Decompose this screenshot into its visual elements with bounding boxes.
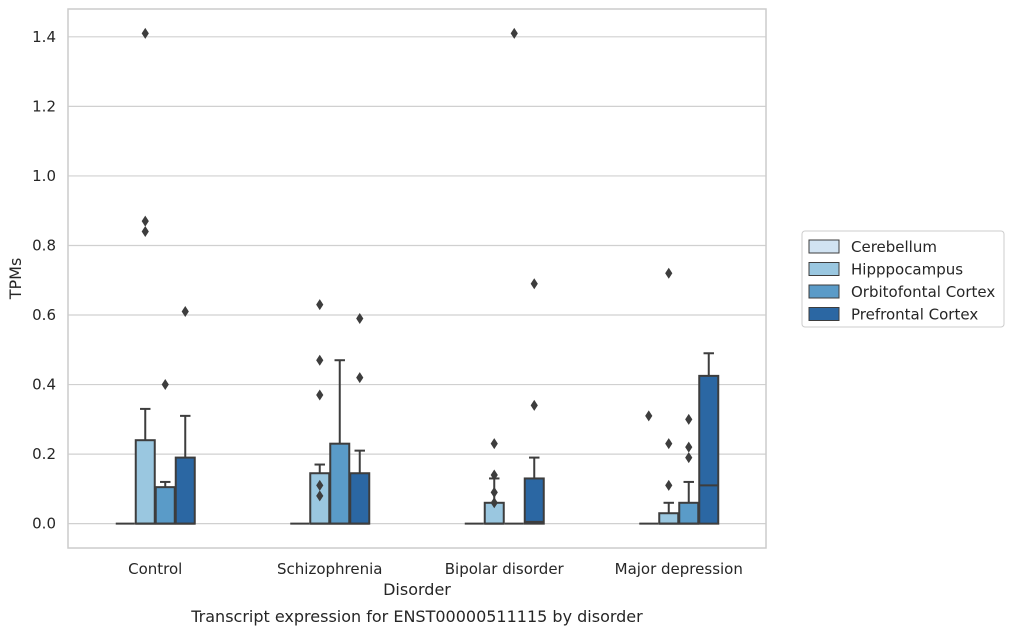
legend-frame xyxy=(801,230,1005,328)
x-axis-ticks: Control Schizophrenia Bipolar disorder Majo… xyxy=(128,560,743,578)
outlier-marker xyxy=(665,267,673,279)
box-cerebellum xyxy=(639,410,659,525)
box-iqr xyxy=(678,501,700,525)
box-hipppocampus xyxy=(309,299,331,525)
outlier-marker xyxy=(316,479,324,491)
outlier-marker xyxy=(356,312,364,324)
y-axis-title: TPMs xyxy=(6,258,25,301)
box-prefrontal-cortex xyxy=(349,312,371,525)
outlier-marker xyxy=(356,372,364,384)
y-tick-label: 0.6 xyxy=(32,306,56,324)
outlier-marker xyxy=(530,278,538,290)
chart-caption: Transcript expression for ENST0000051111… xyxy=(190,607,643,626)
box-orbitofontal-cortex xyxy=(504,27,524,525)
box-prefrontal-cortex xyxy=(698,352,720,525)
outlier-marker xyxy=(685,413,693,425)
box-orbitofontal-cortex xyxy=(329,359,351,525)
legend-label: Orbitofontal Cortex xyxy=(851,283,995,301)
legend-swatch xyxy=(808,262,840,276)
outlier-marker xyxy=(685,452,693,464)
box-orbitofontal-cortex xyxy=(678,413,700,525)
outlier-marker xyxy=(141,27,149,39)
outlier-marker xyxy=(316,389,324,401)
outlier-marker xyxy=(316,299,324,311)
legend-swatch xyxy=(808,284,840,299)
y-tick-label: 0.4 xyxy=(32,376,56,394)
outlier-marker xyxy=(530,399,538,411)
plot-area xyxy=(115,27,720,525)
legend-label: Prefrontal Cortex xyxy=(851,306,978,324)
box-iqr xyxy=(658,512,680,525)
x-tick-label: Major depression xyxy=(615,560,743,578)
box-hipppocampus xyxy=(483,438,505,525)
x-tick-label: Schizophrenia xyxy=(277,560,382,578)
outlier-marker xyxy=(490,438,498,450)
outlier-marker xyxy=(665,479,673,491)
outlier-marker xyxy=(490,486,498,498)
box-iqr xyxy=(134,439,156,525)
outlier-marker xyxy=(141,226,149,238)
box-iqr xyxy=(154,486,176,525)
outlier-marker xyxy=(141,215,149,227)
box-iqr xyxy=(329,442,351,525)
y-axis-ticks: 0.0 0.2 0.4 0.6 0.8 1.0 1.2 1.4 xyxy=(32,28,56,533)
outlier-marker xyxy=(685,441,693,453)
outlier-marker xyxy=(490,497,498,509)
outlier-marker xyxy=(316,354,324,366)
y-tick-label: 1.0 xyxy=(32,167,56,185)
box-iqr xyxy=(349,472,371,525)
plot-frame xyxy=(67,8,767,549)
outlier-marker xyxy=(316,490,324,502)
box-iqr xyxy=(523,477,545,525)
outlier-marker xyxy=(490,469,498,481)
box-hipppocampus xyxy=(134,27,156,525)
box-prefrontal-cortex xyxy=(523,278,545,525)
gridlines xyxy=(68,36,766,525)
y-tick-label: 1.4 xyxy=(32,28,56,46)
legend-label: Hipppocampus xyxy=(851,261,963,279)
legend-label: Cerebellum xyxy=(851,238,937,256)
y-tick-label: 0.8 xyxy=(32,236,56,254)
x-tick-label: Bipolar disorder xyxy=(445,560,565,578)
box-hipppocampus xyxy=(658,267,680,525)
y-tick-label: 0.2 xyxy=(32,445,56,463)
box-prefrontal-cortex xyxy=(174,306,196,525)
legend-swatch xyxy=(808,307,840,321)
box-iqr xyxy=(174,456,196,525)
outlier-marker xyxy=(181,306,189,318)
outlier-marker xyxy=(645,410,653,422)
legend: Cerebellum Hipppocampus Orbitofontal Corte… xyxy=(801,230,1005,328)
outlier-marker xyxy=(161,379,169,391)
y-tick-label: 1.2 xyxy=(32,97,56,115)
outlier-marker xyxy=(665,438,673,450)
outlier-marker xyxy=(510,27,518,39)
y-tick-label: 0.0 xyxy=(32,515,56,533)
x-tick-label: Control xyxy=(128,560,182,578)
box-orbitofontal-cortex xyxy=(154,379,176,525)
box-iqr xyxy=(698,374,720,525)
legend-swatch xyxy=(808,239,840,254)
x-axis-title: Disorder xyxy=(383,580,451,599)
